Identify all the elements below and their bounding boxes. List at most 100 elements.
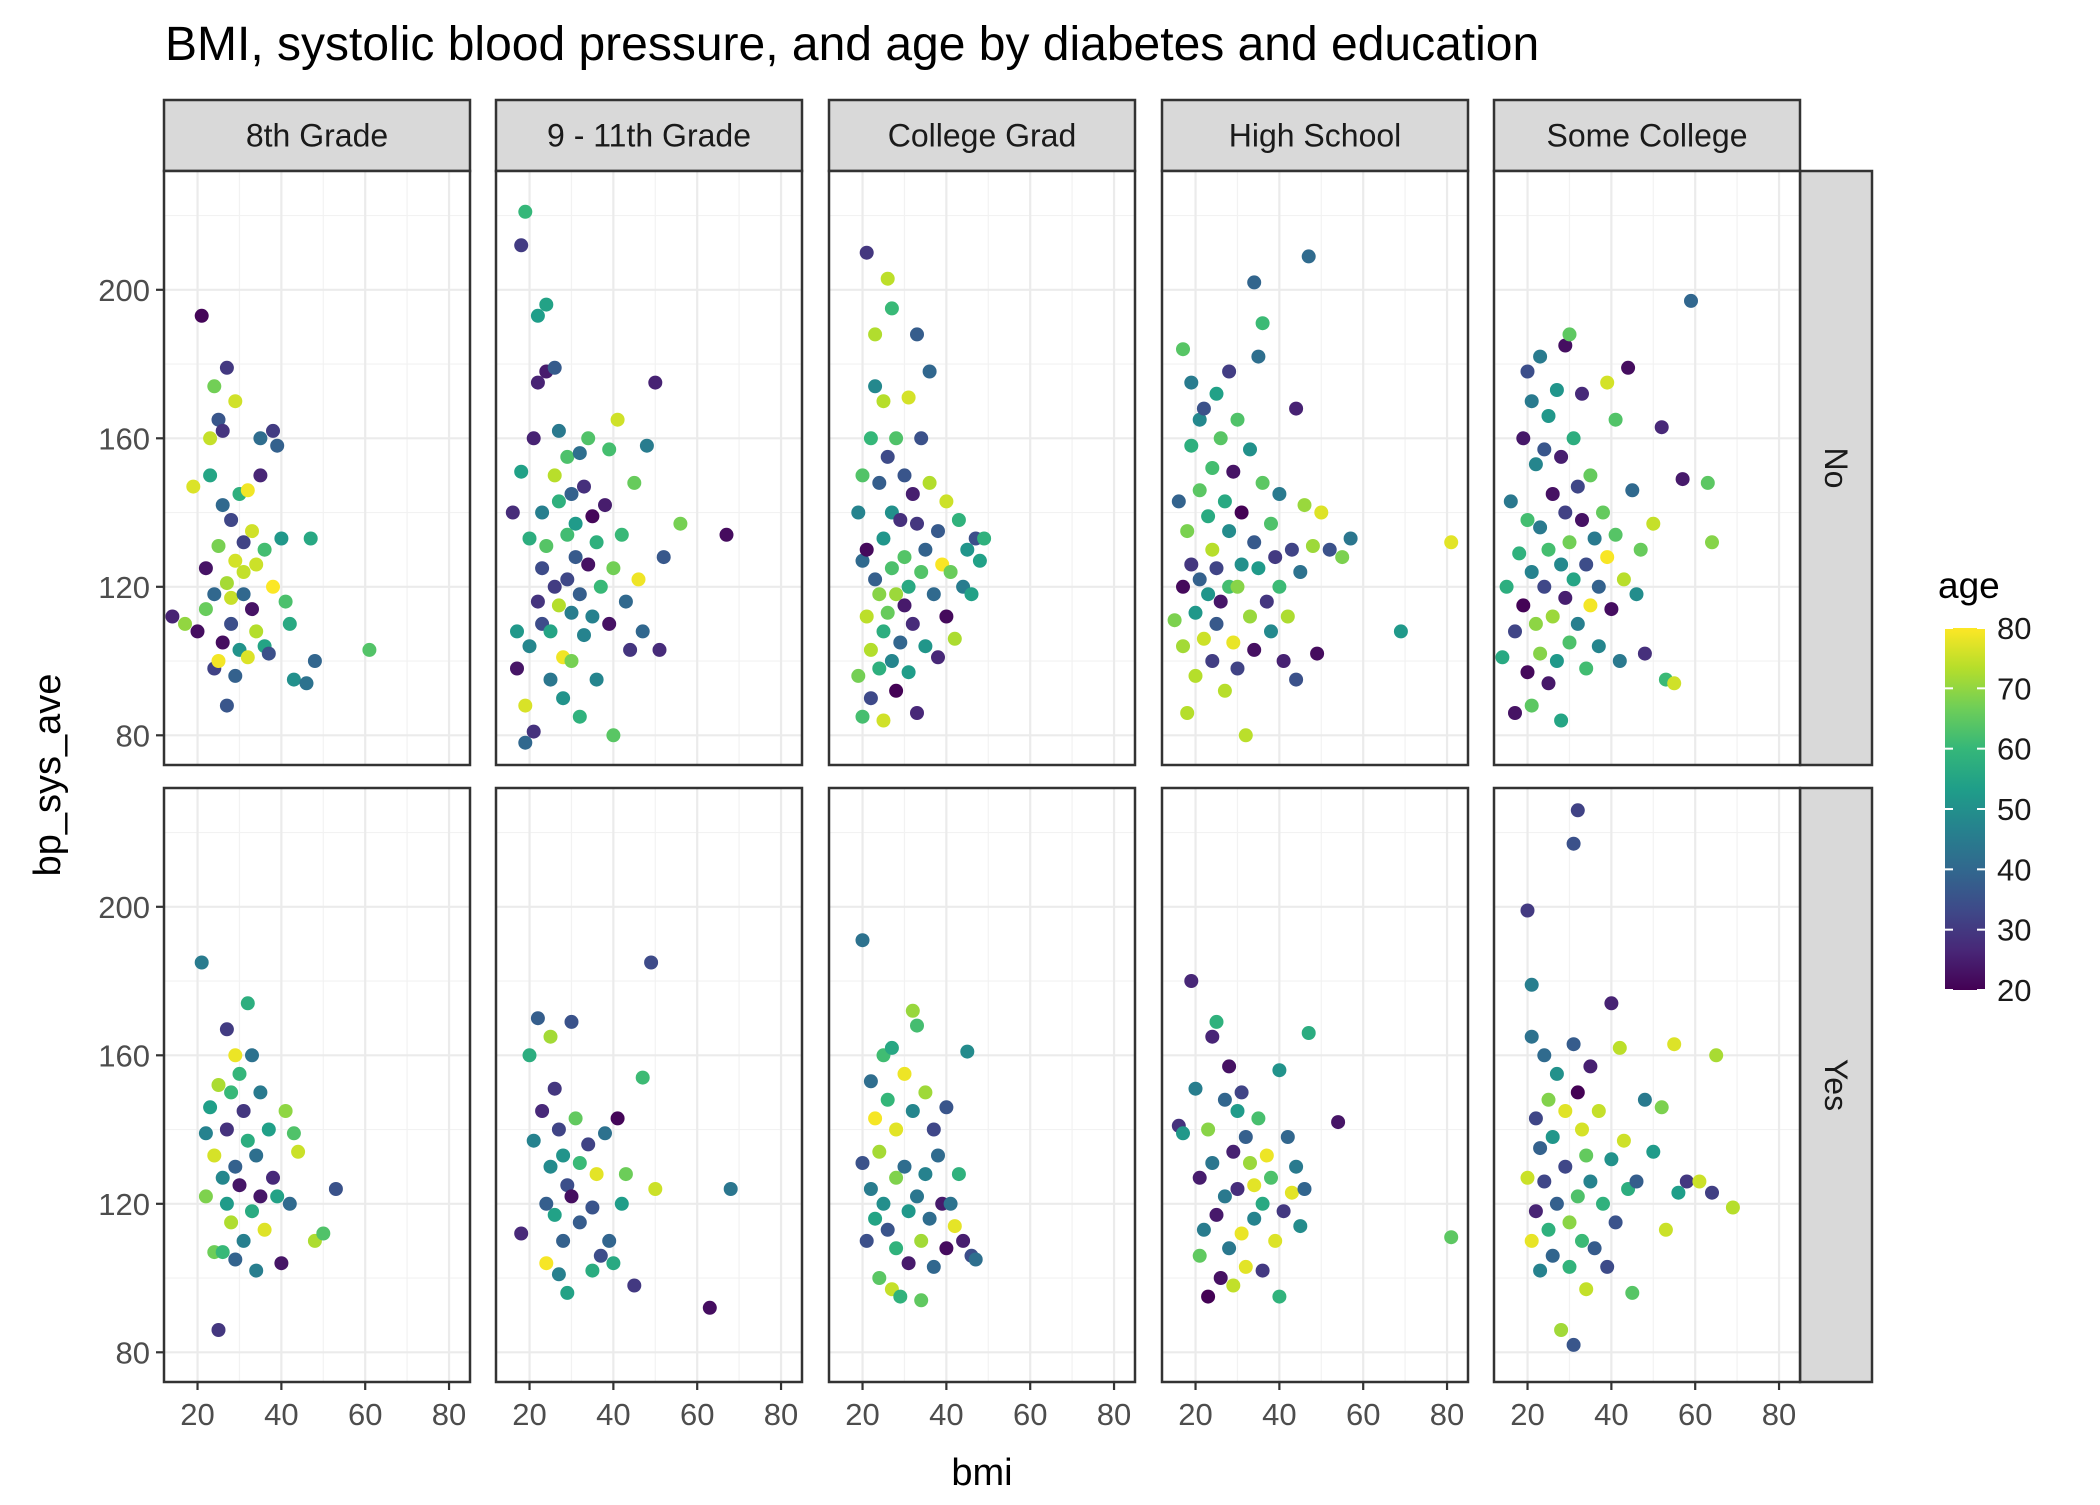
data-point (1188, 668, 1203, 683)
data-point (859, 245, 874, 260)
data-point (236, 1104, 251, 1118)
data-point (1608, 412, 1623, 427)
data-point (1705, 1185, 1719, 1200)
data-point (1226, 1144, 1241, 1159)
panel-1-1 (496, 788, 802, 1382)
data-point (855, 553, 870, 568)
data-point (1209, 561, 1224, 576)
data-point (1196, 1222, 1211, 1237)
data-point (926, 587, 941, 602)
data-point (947, 631, 962, 646)
data-point (1243, 442, 1257, 457)
data-point (1192, 1170, 1207, 1185)
data-point (897, 1159, 912, 1174)
data-point (1184, 375, 1199, 390)
data-point (1230, 412, 1245, 427)
data-point (884, 654, 899, 668)
data-point (316, 1226, 331, 1241)
data-point (884, 561, 899, 576)
data-point (627, 1278, 642, 1293)
data-point (1625, 1285, 1640, 1300)
data-point (1600, 375, 1615, 390)
data-point (1247, 535, 1262, 550)
data-point (863, 642, 878, 657)
data-point (1684, 293, 1698, 308)
data-point (1549, 1196, 1564, 1211)
data-point (922, 1211, 937, 1226)
data-point (203, 468, 218, 483)
data-point (1612, 654, 1627, 668)
data-point (1541, 1222, 1556, 1237)
y-tick-label: 200 (98, 273, 150, 308)
data-point (855, 468, 870, 483)
data-point (876, 394, 891, 409)
data-point (1658, 1222, 1673, 1237)
data-point (510, 624, 524, 639)
panel-border (827, 169, 1137, 767)
data-point (606, 1256, 621, 1271)
data-point (1524, 565, 1539, 579)
data-point (257, 542, 272, 557)
data-point (1495, 650, 1510, 665)
data-point (1205, 1156, 1220, 1170)
data-point (1276, 654, 1291, 668)
y-tick-label: 160 (98, 421, 150, 456)
data-point (245, 1204, 259, 1219)
data-point (282, 1196, 297, 1211)
data-point (918, 639, 933, 654)
data-point (266, 579, 280, 594)
data-point (851, 668, 866, 683)
facet-strip-label: 9 - 11th Grade (547, 118, 751, 154)
data-point (1272, 487, 1287, 501)
data-point (1255, 1263, 1270, 1278)
data-point (1289, 401, 1304, 416)
data-point (1562, 1215, 1577, 1230)
x-tick-label: 40 (264, 1397, 298, 1432)
data-point (1725, 1200, 1740, 1215)
data-point (253, 468, 268, 483)
data-point (1583, 1174, 1598, 1189)
data-point (1205, 461, 1220, 475)
data-point (851, 505, 866, 520)
data-point (219, 576, 234, 591)
data-point (1566, 836, 1581, 851)
data-point (198, 1126, 213, 1141)
data-point (1591, 1104, 1606, 1118)
data-point (939, 494, 954, 509)
data-point (910, 1189, 924, 1204)
data-point (1528, 616, 1543, 631)
data-point (855, 1156, 870, 1170)
data-point (1289, 672, 1304, 687)
data-point (606, 728, 621, 743)
data-point (1562, 1259, 1577, 1274)
data-point (211, 412, 226, 427)
data-point (1579, 1148, 1594, 1163)
data-point (505, 505, 520, 520)
panel-background (164, 788, 470, 1382)
data-point (1201, 1289, 1216, 1304)
data-point (1167, 613, 1182, 628)
data-point (526, 724, 541, 739)
data-point (1222, 1241, 1237, 1256)
data-point (249, 1263, 264, 1278)
data-point (564, 1014, 579, 1029)
data-point (539, 1256, 554, 1271)
data-point (1301, 249, 1316, 264)
data-point (278, 1104, 293, 1118)
data-point (551, 494, 566, 509)
data-point (236, 1233, 251, 1248)
data-point (224, 590, 239, 605)
color-legend: age 20 30 40 50 60 70 80 (1938, 565, 2031, 1008)
x-tick-label: 20 (845, 1397, 879, 1432)
data-point (551, 423, 566, 438)
panel-border (162, 169, 472, 767)
data-point (1234, 505, 1249, 520)
data-point (876, 713, 891, 728)
data-point (889, 1241, 904, 1256)
data-point (1171, 494, 1186, 509)
data-point (1533, 520, 1548, 535)
data-point (905, 487, 920, 501)
data-point (249, 624, 264, 639)
data-point (1520, 665, 1535, 680)
data-point (249, 1148, 264, 1163)
